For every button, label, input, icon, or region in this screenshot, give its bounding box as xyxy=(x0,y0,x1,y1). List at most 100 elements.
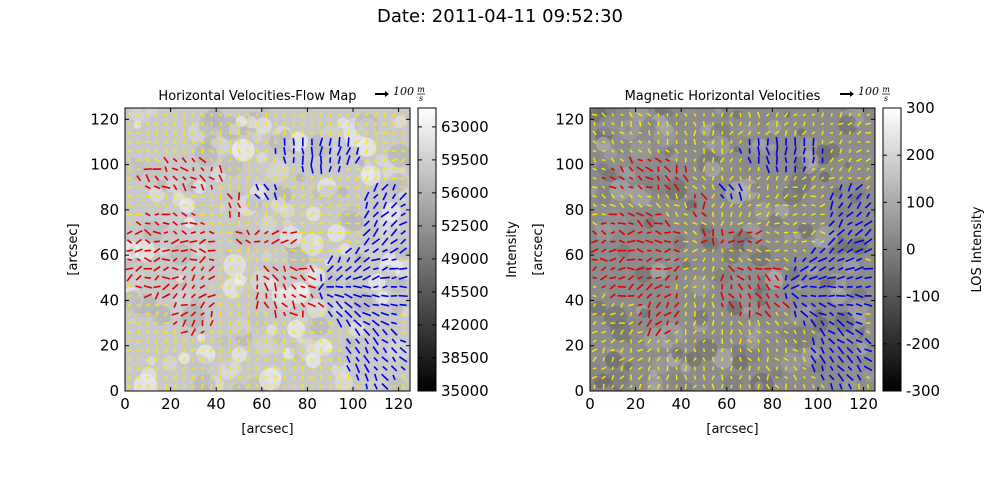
quiver-arrow xyxy=(747,258,752,262)
quiver-arrow xyxy=(785,366,788,371)
quiver-arrow xyxy=(627,229,635,236)
quiver-arrow xyxy=(135,221,142,226)
quiver-arrow xyxy=(136,294,141,298)
quiver-arrow xyxy=(282,121,287,127)
quiver-arrow xyxy=(164,148,168,154)
quiver-arrow xyxy=(748,329,752,336)
quiver-arrow xyxy=(337,256,342,263)
heatmap-granule xyxy=(305,352,322,369)
heatmap-granule xyxy=(843,180,860,197)
quiver-arrow xyxy=(738,203,743,208)
quiver-arrow xyxy=(191,203,196,208)
quiver-arrow xyxy=(793,113,798,117)
quiver-arrow xyxy=(337,356,341,362)
quiver-arrow xyxy=(746,248,753,253)
quiver-arrow xyxy=(210,121,213,126)
quiver-arrow xyxy=(765,231,770,234)
quiver-arrow xyxy=(592,367,597,370)
quiver-arrow xyxy=(300,222,306,225)
quiver-arrow xyxy=(364,373,369,382)
quiver-arrow xyxy=(748,175,751,181)
quiver-arrow xyxy=(600,366,607,371)
quiver-arrow xyxy=(200,203,205,207)
axes-frame xyxy=(124,107,411,392)
quiver-arrow xyxy=(245,239,251,244)
quiver-arrow xyxy=(128,122,131,126)
quiver-arrow xyxy=(636,212,645,217)
quiver-arrow xyxy=(837,248,844,253)
quiver-arrow xyxy=(135,265,143,272)
quiver-arrow xyxy=(171,283,179,290)
quiver-arrow xyxy=(372,267,379,271)
heatmap-granule xyxy=(395,359,408,372)
quiver-arrow xyxy=(837,327,845,337)
quiver-arrow xyxy=(246,266,250,271)
quiver-arrow xyxy=(356,130,359,136)
quiver-arrow xyxy=(766,138,770,146)
quiver-arrow xyxy=(256,212,259,217)
quiver-arrow xyxy=(381,183,389,191)
quiver-arrow xyxy=(637,348,644,352)
quiver-arrow xyxy=(720,202,725,209)
quiver-arrow xyxy=(237,356,241,362)
quiver-arrow xyxy=(198,293,207,299)
quiver-arrow xyxy=(219,275,223,280)
quiver-arrow xyxy=(393,384,396,389)
quiver-arrow xyxy=(137,148,141,154)
quiver-arrow xyxy=(300,302,306,308)
quiver-arrow xyxy=(712,211,715,218)
quiver-arrow xyxy=(784,212,788,216)
heatmap-granule xyxy=(855,342,868,355)
quiver-arrow xyxy=(720,239,725,244)
quiver-arrow xyxy=(702,275,706,281)
quiver-arrow xyxy=(164,193,168,199)
quiver-arrow xyxy=(237,139,241,144)
quiver-arrow xyxy=(712,157,715,163)
quiver-arrow xyxy=(601,176,606,180)
quiver-arrow xyxy=(645,186,653,189)
heatmap-granule xyxy=(849,207,868,226)
quiver-arrow xyxy=(755,267,763,270)
heatmap-granule xyxy=(266,160,290,184)
quiver-arrow xyxy=(663,240,672,244)
quiver-arrow xyxy=(630,120,633,127)
quiver-arrow xyxy=(264,375,269,380)
quiver-arrow xyxy=(711,301,715,309)
heatmap-granule xyxy=(812,238,822,248)
quiver-arrow xyxy=(292,375,295,380)
quiver-arrow xyxy=(145,140,151,144)
heatmap-granule xyxy=(301,233,324,256)
quiver-arrow xyxy=(712,122,715,126)
quiver-arrow xyxy=(756,258,762,261)
quiver-arrow xyxy=(181,157,187,164)
quiver-arrow xyxy=(371,258,381,262)
quiver-arrow xyxy=(729,157,734,163)
quiver-arrow xyxy=(301,348,305,353)
quiver-arrow xyxy=(172,184,178,191)
quiver-arrow xyxy=(310,155,314,165)
quiver-arrow xyxy=(174,348,177,353)
quiver-arrow xyxy=(200,166,205,172)
quiver-arrow xyxy=(757,121,761,126)
quiver-arrow xyxy=(145,320,150,326)
quiver-arrow xyxy=(191,339,195,343)
quiver-arrow xyxy=(802,212,807,216)
quiver-arrow xyxy=(855,183,863,191)
quiver-arrow xyxy=(792,221,798,226)
quiver-arrow xyxy=(783,257,789,262)
quiver-arrow xyxy=(246,311,250,318)
quiver-arrow xyxy=(794,130,797,136)
quiver-arrow xyxy=(263,239,269,244)
quiver-arrow xyxy=(664,329,671,335)
quiver-arrow xyxy=(172,257,178,262)
quiver-arrow xyxy=(637,357,643,362)
quiver-arrow xyxy=(847,166,852,173)
quiver-arrow xyxy=(674,330,679,334)
quiver-arrow xyxy=(135,274,142,281)
quiver-arrow xyxy=(292,384,295,389)
quiver-arrow xyxy=(828,320,835,326)
quiver-arrow xyxy=(802,184,807,191)
quiver-arrow xyxy=(309,264,315,273)
quiver-arrow xyxy=(198,238,207,245)
quiver-arrow xyxy=(638,383,642,390)
